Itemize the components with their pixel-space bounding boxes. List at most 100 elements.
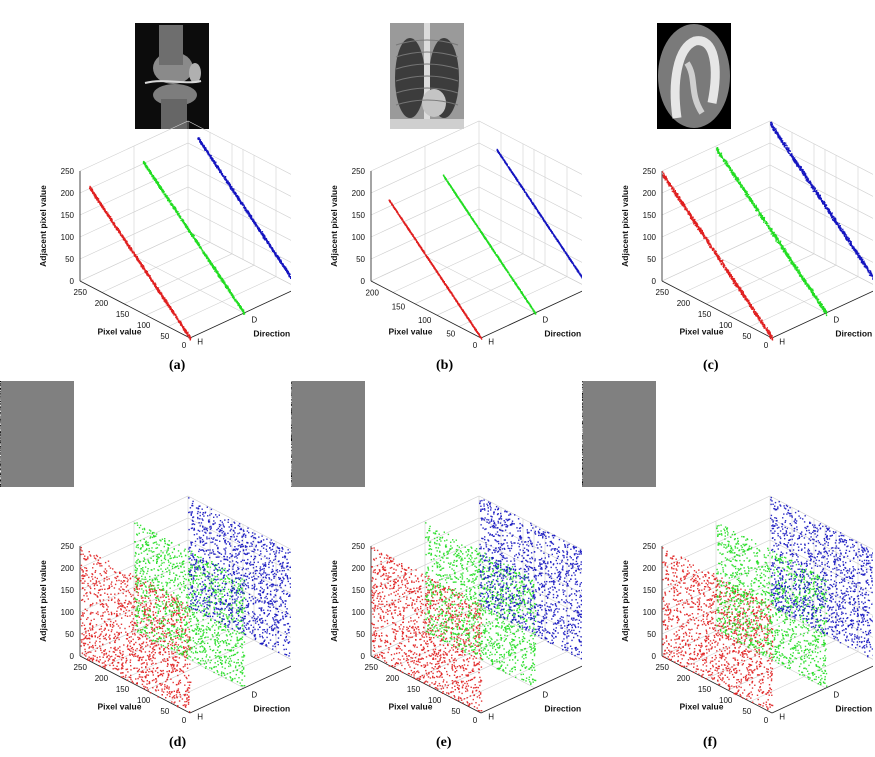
data-point	[180, 324, 182, 326]
data-point	[463, 205, 465, 208]
data-point	[238, 197, 240, 199]
data-point	[285, 269, 287, 271]
data-point	[163, 298, 165, 300]
data-point	[93, 192, 95, 194]
data-point	[149, 171, 152, 173]
data-point	[239, 308, 242, 310]
data-point	[157, 288, 159, 290]
data-point	[456, 195, 458, 197]
data-point	[276, 255, 278, 258]
data-point	[132, 250, 134, 252]
data-point	[507, 272, 509, 274]
data-point	[104, 209, 106, 211]
data-point	[104, 211, 106, 213]
data-point	[162, 192, 164, 194]
data-point	[116, 228, 118, 231]
data-point	[222, 281, 225, 284]
data-point	[179, 320, 181, 322]
data-point	[211, 263, 213, 265]
data-point	[230, 186, 232, 188]
data-point	[162, 190, 165, 192]
data-point	[280, 259, 282, 261]
data-point	[519, 289, 521, 291]
data-point	[214, 268, 217, 270]
y-tick-label: 100	[352, 233, 366, 242]
data-point	[485, 238, 487, 240]
data-point	[404, 223, 407, 225]
data-point	[226, 286, 228, 289]
data-point	[247, 210, 249, 212]
data-point	[152, 175, 155, 177]
data-point	[124, 239, 126, 241]
data-point	[218, 273, 220, 275]
data-point	[399, 216, 402, 218]
data-point	[117, 231, 120, 233]
data-point	[195, 239, 197, 241]
data-point	[450, 187, 453, 189]
data-point	[233, 295, 235, 298]
data-point	[217, 271, 219, 273]
x-tick-label: 100	[418, 316, 432, 325]
data-point	[138, 259, 140, 262]
data-point	[116, 226, 118, 228]
data-point	[154, 284, 156, 286]
data-point	[94, 197, 96, 199]
data-point	[519, 290, 522, 292]
rib	[395, 87, 459, 94]
data-point	[230, 188, 232, 190]
data-point	[203, 144, 205, 147]
data-point	[453, 190, 455, 192]
data-point	[393, 207, 396, 209]
data-point	[131, 251, 134, 253]
data-point	[106, 213, 109, 215]
data-point	[157, 291, 160, 293]
data-point	[176, 318, 178, 320]
data-point	[428, 258, 430, 260]
data-point	[155, 182, 158, 184]
data-point	[199, 141, 201, 143]
grid-line	[414, 253, 524, 305]
data-point	[153, 282, 155, 285]
data-point	[132, 252, 134, 254]
y-tick-label: 200	[352, 189, 366, 198]
data-point	[128, 246, 130, 249]
data-point	[172, 207, 174, 209]
data-point	[198, 243, 200, 245]
data-point	[259, 229, 262, 231]
data-point	[451, 294, 453, 296]
data-point	[207, 256, 209, 259]
data-point	[215, 165, 217, 167]
data-point	[155, 287, 157, 289]
data-point	[268, 243, 270, 245]
data-point	[470, 216, 472, 218]
data-point	[199, 139, 202, 141]
data-point	[445, 179, 447, 181]
data-point	[152, 176, 154, 178]
data-point	[164, 193, 166, 195]
data-point	[225, 286, 227, 289]
data-point	[514, 282, 517, 285]
data-point	[208, 152, 210, 155]
data-point	[184, 329, 186, 331]
data-point	[408, 229, 410, 231]
data-point	[118, 229, 120, 231]
data-point	[176, 210, 178, 212]
data-point	[167, 306, 170, 308]
data-point	[174, 314, 177, 317]
x-tick-label: 250	[74, 288, 88, 297]
data-point	[237, 302, 239, 305]
x-tick-label: 100	[137, 321, 151, 330]
data-point	[235, 194, 237, 196]
data-point	[234, 299, 236, 301]
data-point	[222, 279, 224, 281]
data-point	[454, 192, 456, 194]
data-point	[160, 188, 162, 190]
rib	[395, 39, 459, 46]
data-point	[162, 296, 164, 298]
data-point	[143, 160, 145, 163]
data-point	[257, 227, 259, 229]
data-point	[147, 169, 149, 171]
data-point	[239, 306, 241, 308]
data-point	[477, 332, 479, 334]
data-point	[460, 307, 462, 309]
